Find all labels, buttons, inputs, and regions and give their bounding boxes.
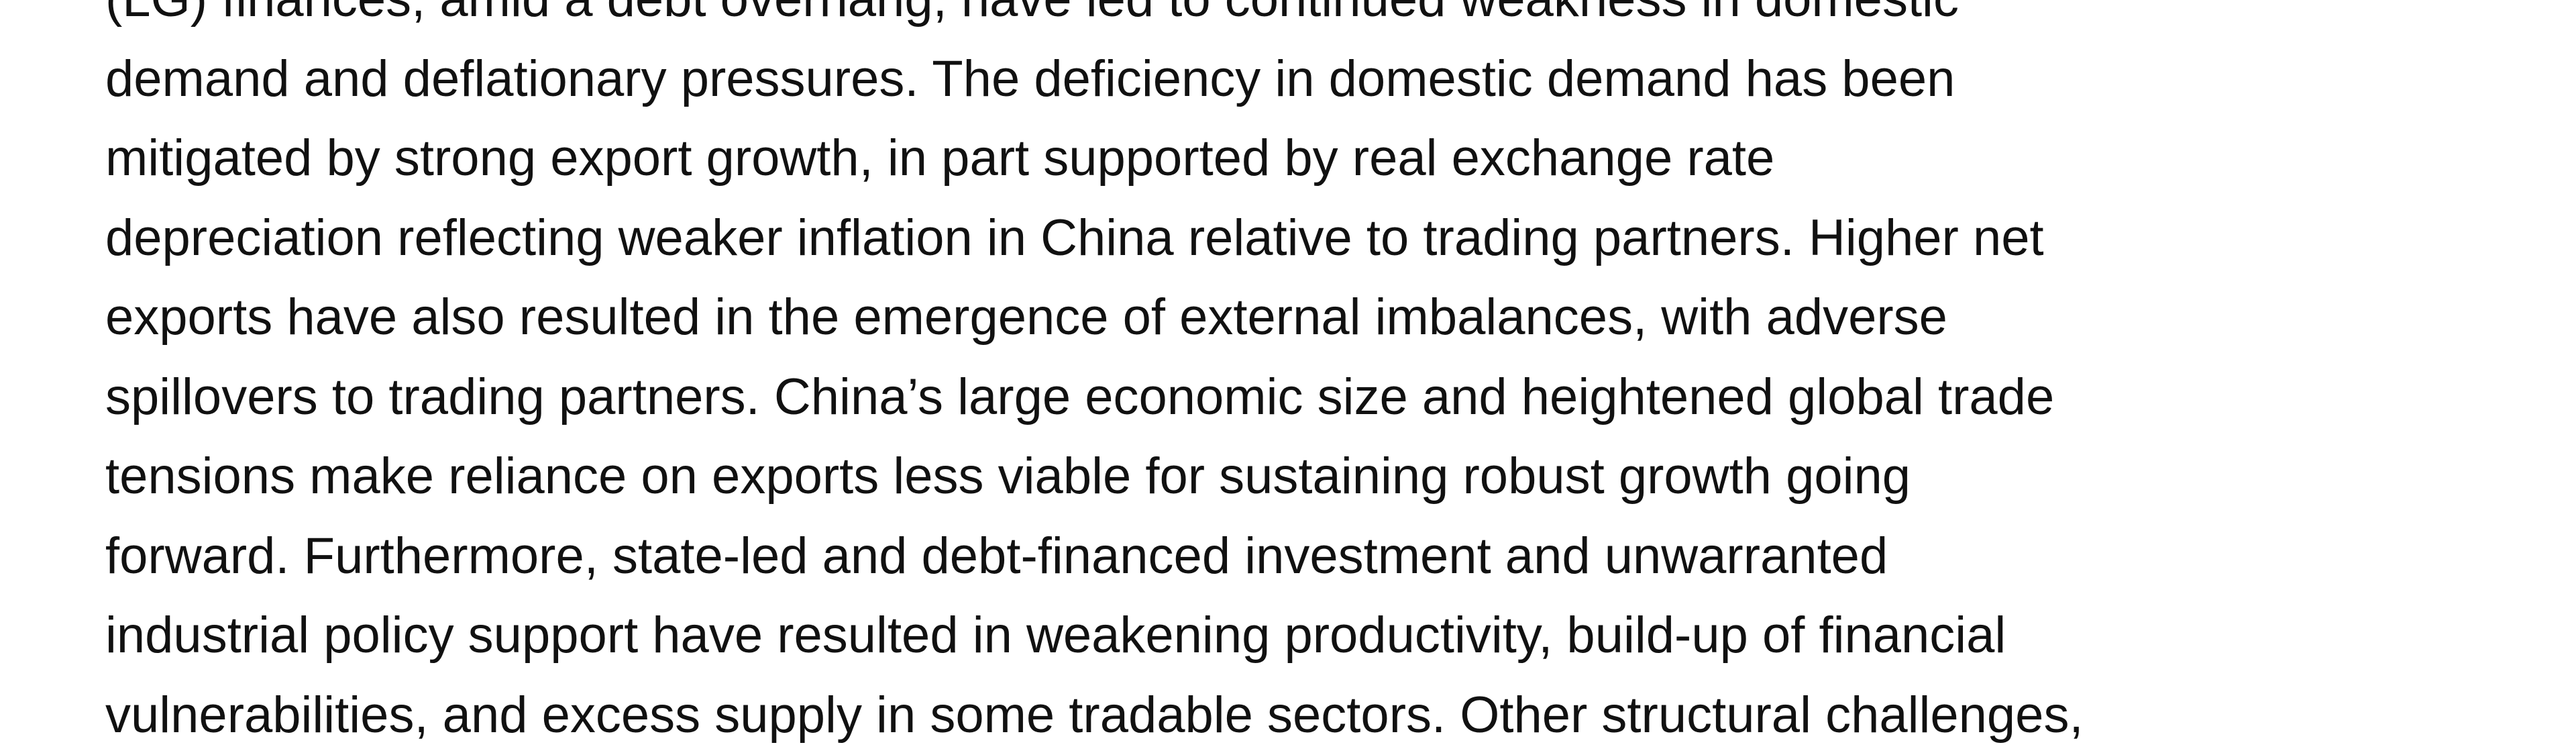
text-line: exports have also resulted in the emerge… xyxy=(105,278,2520,358)
text-line: forward. Furthermore, state-led and debt… xyxy=(105,517,2520,597)
text-line: depreciation reflecting weaker inflation… xyxy=(105,199,2520,279)
text-line: vulnerabilities, and excess supply in so… xyxy=(105,676,2520,755)
text-line: mitigated by strong export growth, in pa… xyxy=(105,119,2520,199)
paragraph: (LG) finances, amid a debt overhang, hav… xyxy=(105,0,2520,755)
text-line: industrial policy support have resulted … xyxy=(105,596,2520,676)
text-line: (LG) finances, amid a debt overhang, hav… xyxy=(105,0,2520,40)
text-line: spillovers to trading partners. China’s … xyxy=(105,358,2520,438)
text-line: demand and deflationary pressures. The d… xyxy=(105,40,2520,119)
text-line: tensions make reliance on exports less v… xyxy=(105,437,2520,517)
